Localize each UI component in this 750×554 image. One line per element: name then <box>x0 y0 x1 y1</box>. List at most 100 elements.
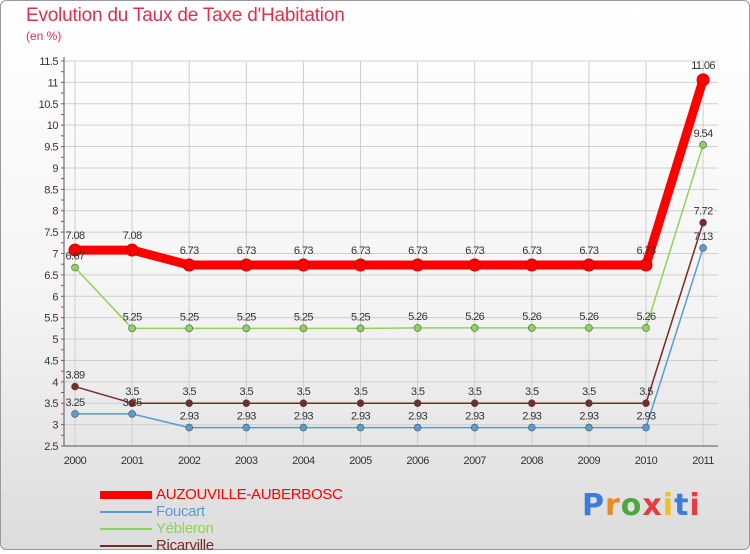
y-tick-label: 9 <box>52 163 58 175</box>
x-tick-label: 2001 <box>121 455 144 467</box>
data-label: 2.93 <box>294 411 313 423</box>
data-point <box>242 399 251 408</box>
y-tick-label: 10.5 <box>39 99 59 111</box>
data-label: 5.26 <box>408 311 427 323</box>
x-tick-label: 2005 <box>349 455 372 467</box>
legend-label: AUZOUVILLE-AUBERBOSC <box>156 486 343 503</box>
data-label: 6.73 <box>522 245 541 257</box>
data-point <box>585 423 593 432</box>
data-point <box>356 399 365 408</box>
y-tick-label: 6 <box>52 291 58 303</box>
data-label: 6.73 <box>465 245 484 257</box>
data-label: 3.5 <box>240 386 254 398</box>
data-point <box>299 399 308 408</box>
data-label: 5.25 <box>294 311 313 323</box>
data-label: 5.26 <box>522 311 541 323</box>
data-label: 2.93 <box>465 411 484 423</box>
data-point <box>470 324 479 332</box>
data-point <box>185 324 193 333</box>
chart-title: Evolution du Taux de Taxe d'Habitation <box>26 5 345 26</box>
data-label: 6.73 <box>294 245 313 257</box>
data-point <box>696 73 710 87</box>
x-tick-label: 2010 <box>635 455 658 467</box>
data-point <box>642 399 650 408</box>
data-label: 5.26 <box>579 311 598 323</box>
logo-letter: P <box>582 488 605 523</box>
data-label: 3.5 <box>125 386 139 398</box>
y-tick-label: 3.5 <box>44 398 58 410</box>
data-point <box>642 423 650 432</box>
data-label: 2.93 <box>522 411 541 423</box>
data-label: 6.73 <box>408 245 427 257</box>
data-label: 7.08 <box>65 230 84 242</box>
data-label: 3.5 <box>182 386 196 398</box>
data-point <box>242 423 251 432</box>
data-label: 6.73 <box>636 245 655 257</box>
data-point <box>585 324 593 332</box>
data-point <box>525 258 539 272</box>
data-point <box>527 423 536 432</box>
data-point <box>470 399 479 408</box>
x-tick-label: 2004 <box>292 455 315 467</box>
data-label: 2.93 <box>579 411 598 423</box>
data-point <box>699 244 707 252</box>
data-label: 3.25 <box>65 397 84 409</box>
data-label: 2.93 <box>408 411 427 423</box>
data-label: 5.25 <box>123 311 142 323</box>
data-label: 2.93 <box>237 411 256 423</box>
data-label: 6.73 <box>579 245 598 257</box>
data-point <box>185 399 193 408</box>
x-tick-label: 2006 <box>406 455 429 467</box>
data-label: 3.5 <box>582 386 596 398</box>
data-label: 7.08 <box>123 230 142 242</box>
x-tick-label: 2008 <box>521 455 544 467</box>
y-tick-label: 8 <box>52 206 58 218</box>
data-point <box>182 258 196 272</box>
data-point <box>128 324 136 333</box>
y-tick-label: 2.5 <box>44 441 58 453</box>
data-point <box>411 258 425 272</box>
data-point <box>699 141 707 149</box>
data-label: 9.54 <box>694 128 713 140</box>
series-line <box>74 247 704 429</box>
y-tick-label: 6.5 <box>44 270 58 282</box>
data-label: 3.5 <box>297 386 311 398</box>
data-point <box>413 324 422 332</box>
chart-subtitle: (en %) <box>26 29 62 43</box>
data-label: 5.25 <box>237 311 256 323</box>
data-point <box>470 423 479 432</box>
y-tick-label: 5.5 <box>44 313 58 325</box>
x-tick-label: 2003 <box>235 455 258 467</box>
proxiti-logo: Proxiti <box>582 488 701 523</box>
data-point <box>413 423 422 432</box>
data-label: 7.13 <box>694 231 713 243</box>
logo-letter: i <box>689 488 701 523</box>
data-point <box>71 263 79 272</box>
logo-letter: x <box>642 488 663 523</box>
data-label: 2.93 <box>636 411 655 423</box>
legend-swatch <box>100 544 152 547</box>
data-point <box>642 324 650 332</box>
data-point <box>413 399 422 408</box>
logo-letter: i <box>662 488 675 523</box>
data-label: 5.26 <box>636 311 655 323</box>
y-tick-label: 9.5 <box>44 142 58 154</box>
logo-letter: o <box>620 488 643 523</box>
data-point <box>582 258 596 272</box>
data-label: 5.26 <box>465 311 484 323</box>
data-point <box>239 258 253 272</box>
data-point <box>299 423 308 432</box>
data-point <box>356 324 365 333</box>
series-line <box>74 144 704 330</box>
data-label: 6.73 <box>237 245 256 257</box>
data-label: 5.25 <box>180 311 199 323</box>
x-tick-label: 2000 <box>64 455 87 467</box>
logo-letter: t <box>674 488 690 523</box>
x-tick-label: 2007 <box>463 455 486 467</box>
y-tick-label: 3 <box>52 420 58 432</box>
data-point <box>699 218 707 227</box>
data-label: 6.67 <box>65 251 84 263</box>
y-tick-label: 4.5 <box>44 355 58 367</box>
data-label: 5.25 <box>351 311 370 323</box>
